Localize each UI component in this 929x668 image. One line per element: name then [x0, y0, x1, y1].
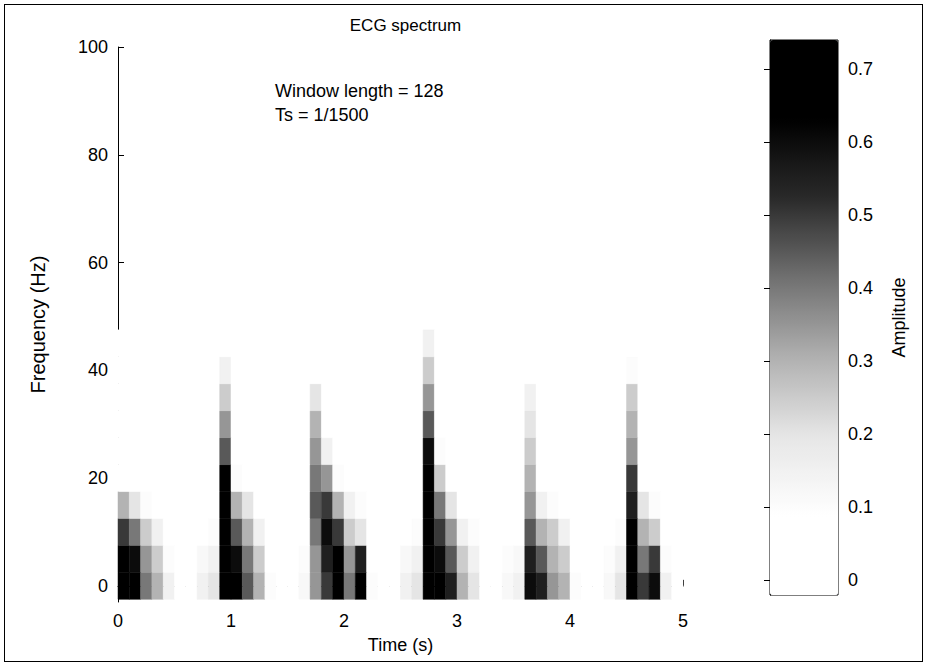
svg-text:0.2: 0.2 [848, 424, 873, 444]
svg-text:80: 80 [88, 145, 108, 165]
svg-text:20: 20 [88, 468, 108, 488]
svg-text:0: 0 [848, 570, 858, 590]
svg-text:0.1: 0.1 [848, 497, 873, 517]
svg-text:4: 4 [565, 611, 575, 631]
svg-text:1: 1 [226, 611, 236, 631]
svg-text:0.3: 0.3 [848, 351, 873, 371]
svg-text:Window length = 128: Window length = 128 [275, 81, 444, 101]
svg-text:40: 40 [88, 360, 108, 380]
svg-text:5: 5 [678, 611, 688, 631]
svg-text:0.4: 0.4 [848, 278, 873, 298]
svg-text:Amplitude: Amplitude [889, 277, 909, 357]
svg-text:ECG spectrum: ECG spectrum [350, 16, 461, 35]
svg-text:Frequency (Hz): Frequency (Hz) [27, 256, 49, 394]
svg-text:0: 0 [113, 611, 123, 631]
svg-text:0.7: 0.7 [848, 59, 873, 79]
svg-text:0.6: 0.6 [848, 132, 873, 152]
svg-text:3: 3 [452, 611, 462, 631]
svg-text:Time (s): Time (s) [368, 635, 433, 655]
svg-text:0.5: 0.5 [848, 205, 873, 225]
svg-text:Ts = 1/1500: Ts = 1/1500 [275, 105, 369, 125]
svg-text:100: 100 [78, 37, 108, 57]
svg-text:2: 2 [339, 611, 349, 631]
svg-text:0: 0 [98, 576, 108, 596]
svg-text:60: 60 [88, 253, 108, 273]
